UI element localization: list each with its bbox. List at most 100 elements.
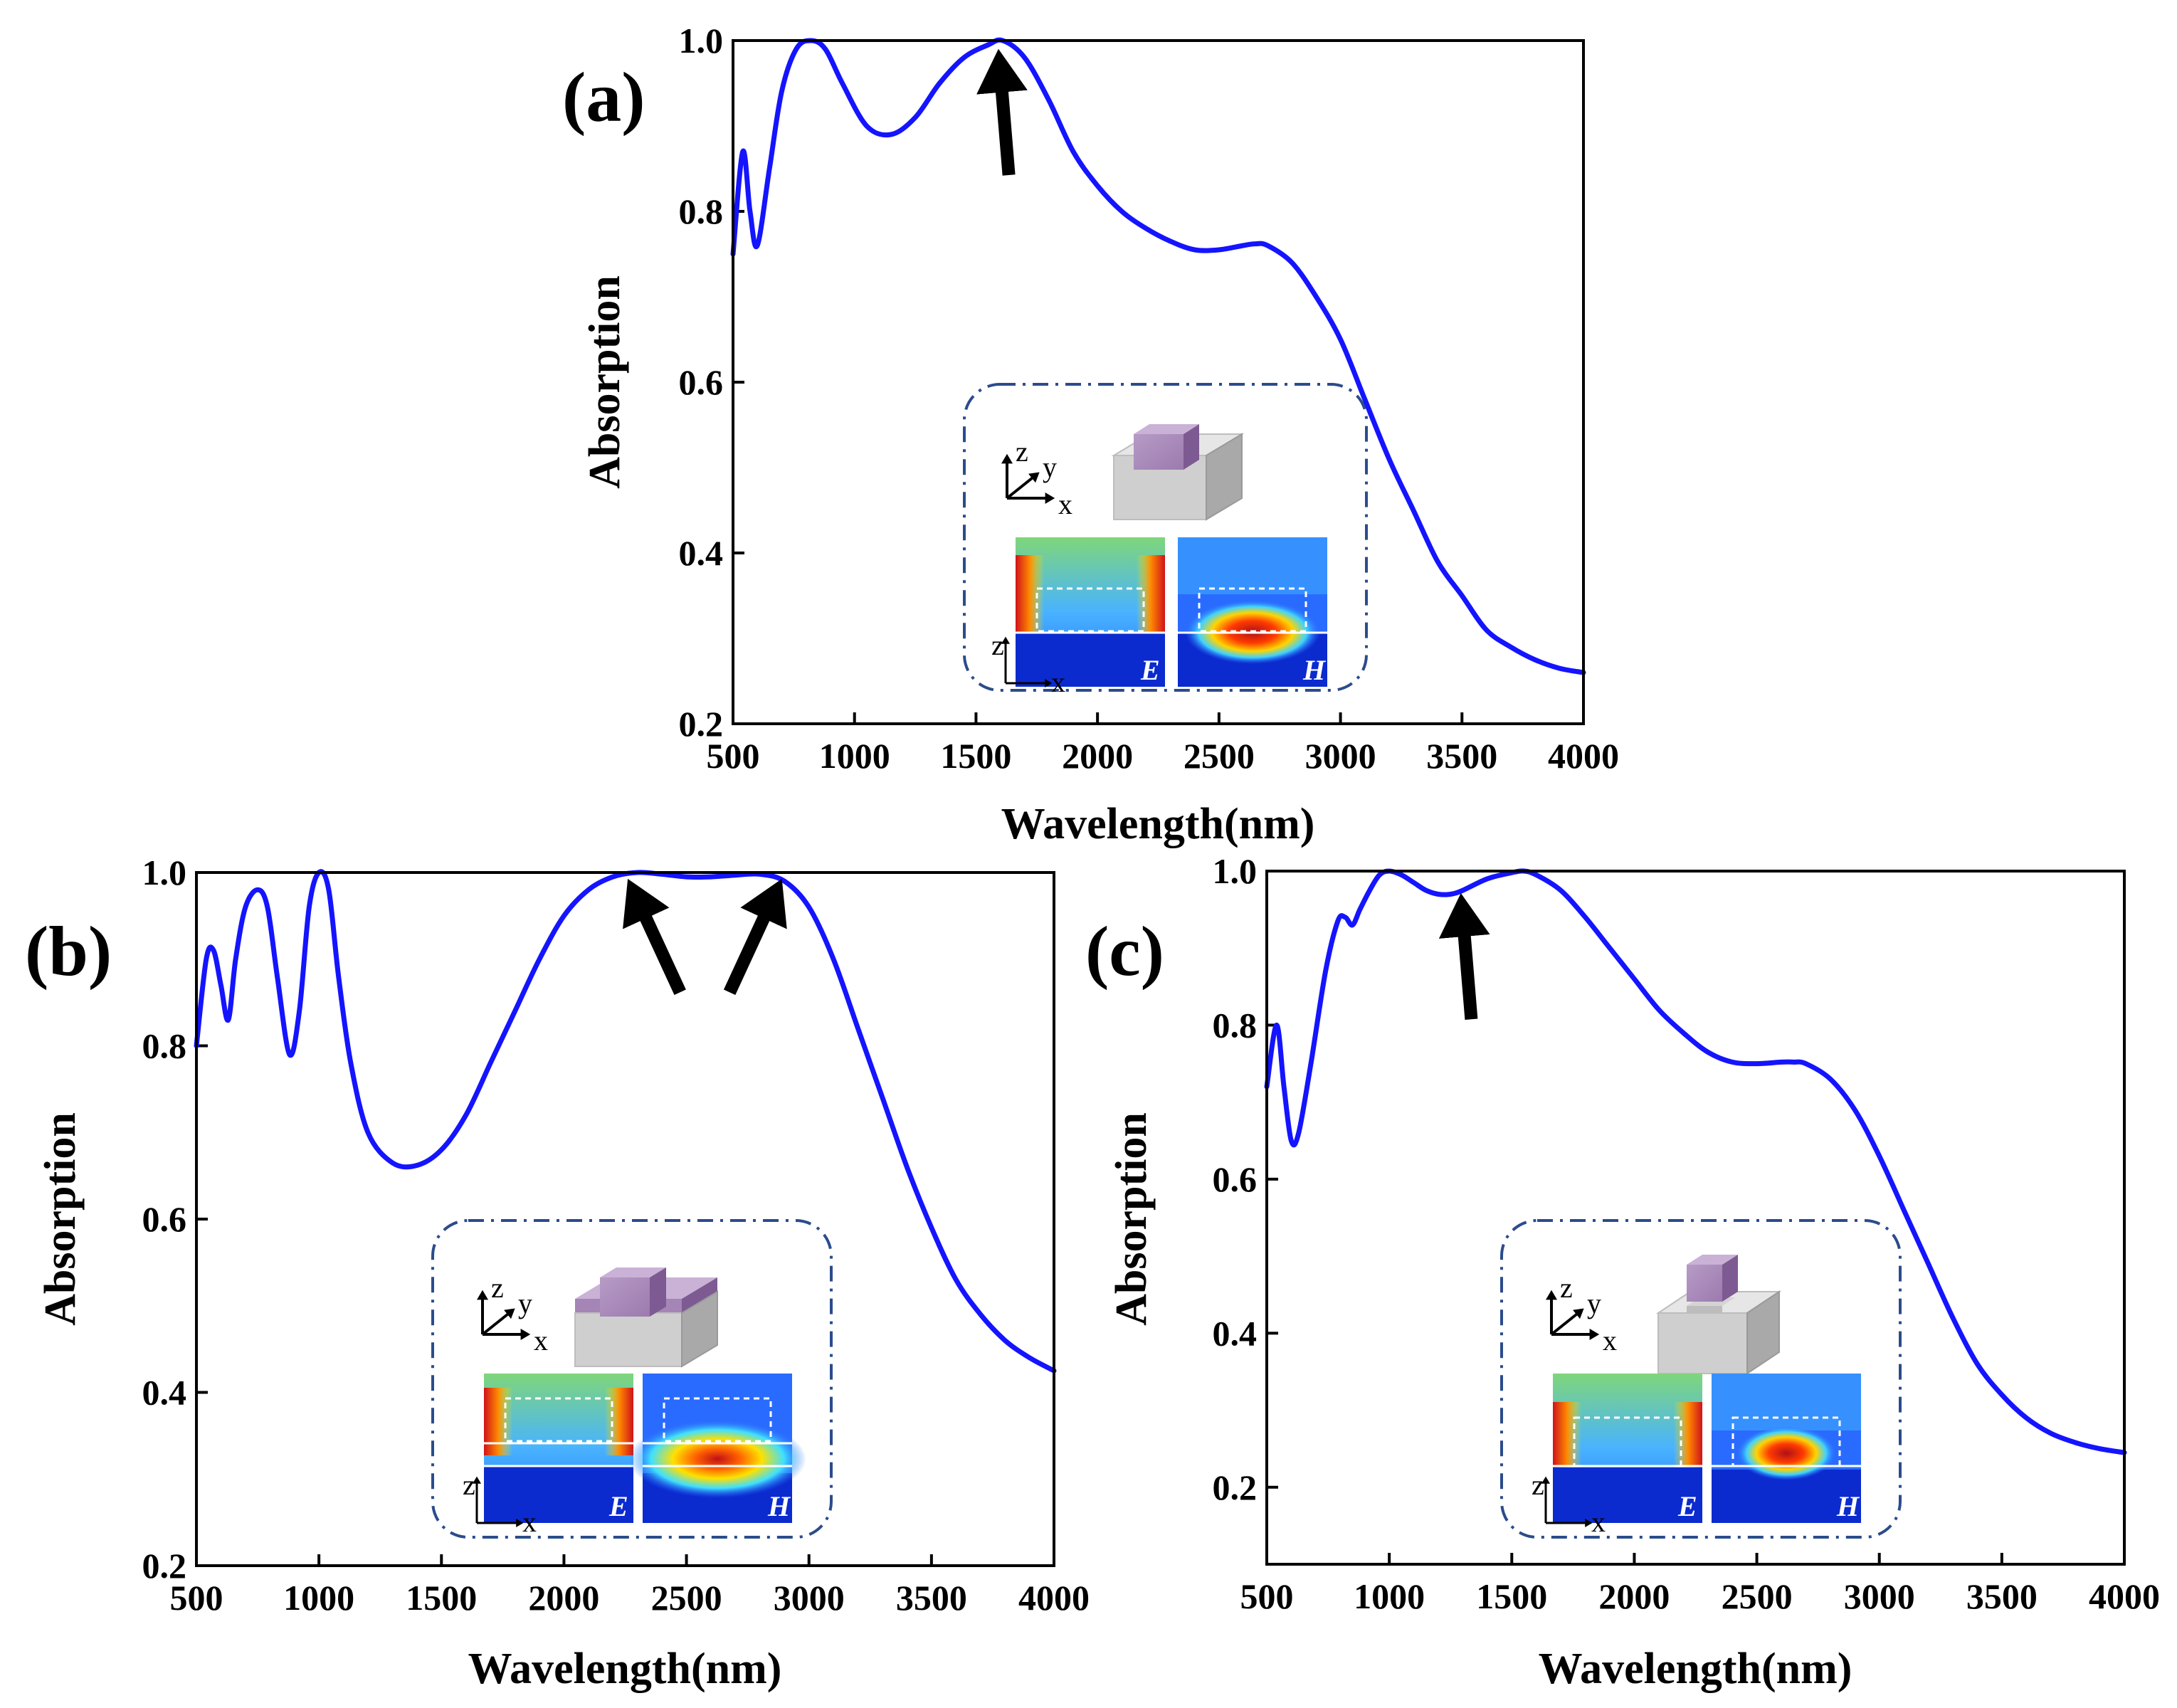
panel-b: (b) Absorption Wavelength(nm) 500 1000 150…: [25, 853, 1090, 1693]
h-field-map-b: H: [628, 1374, 806, 1523]
arrows-b: [623, 878, 787, 996]
x-tick-label-a-6: 3500: [1426, 736, 1497, 776]
inset-a: z y x E: [963, 383, 1368, 698]
panel-label-c: (c): [1085, 912, 1164, 991]
x-tick-label-c-2: 1500: [1476, 1576, 1547, 1616]
y-tick-label-a-3: 0.8: [679, 191, 724, 231]
structure-3d-icon-a: [1111, 424, 1245, 521]
plot-frame-b: [195, 871, 1055, 1567]
h-field-label-b: H: [767, 1490, 791, 1522]
axis-x-label-a: x: [1058, 488, 1072, 520]
arrows-a: [976, 48, 1028, 176]
ticks-c: 500 1000 1500 2000 2500 3000 3500 4000 0.2 0.4 0.6…: [1213, 851, 2161, 1616]
axis-z-label-a: z: [1016, 436, 1028, 468]
e-field-label-c: E: [1677, 1490, 1697, 1522]
plot-frame-a: [732, 39, 1585, 725]
annotation-arrow-c-0: [1438, 893, 1490, 1021]
axes-3d-icon-c: z y x: [1546, 1272, 1617, 1356]
x-tick-label-c-5: 3000: [1844, 1576, 1915, 1616]
y-tick-label-b-4: 1.0: [142, 853, 187, 892]
x-tick-label-a-2: 1500: [940, 736, 1011, 776]
absorption-curve-b: [194, 869, 1057, 1374]
x-axis-title-a: Wavelength(nm): [1001, 800, 1315, 848]
absorption-curve-c: [1264, 868, 2127, 1455]
y-tick-label-a-2: 0.6: [679, 362, 724, 402]
map-axis-x-label-a: x: [1051, 666, 1065, 698]
axis-x-label-c: x: [1603, 1324, 1617, 1356]
panel-c: (c) Absorption Wavelength(nm) 500 1000 150…: [1085, 851, 2160, 1693]
x-tick-label-b-7: 4000: [1018, 1578, 1090, 1618]
x-tick-label-a-5: 3000: [1305, 736, 1376, 776]
x-axis-title-b: Wavelength(nm): [468, 1645, 782, 1693]
ticks-b: 500 1000 1500 2000 2500 3000 3500 4000 0.2 0.4 0.6…: [142, 853, 1090, 1618]
x-tick-label-b-0: 500: [170, 1578, 223, 1618]
e-field-map-b: E z x: [463, 1374, 633, 1538]
x-tick-label-b-2: 1500: [406, 1578, 477, 1618]
x-tick-label-a-3: 2000: [1062, 736, 1133, 776]
x-tick-label-b-1: 1000: [283, 1578, 354, 1618]
x-tick-label-b-4: 2500: [651, 1578, 722, 1618]
x-tick-label-b-3: 2000: [528, 1578, 599, 1618]
x-tick-label-a-7: 4000: [1548, 736, 1619, 776]
y-tick-label-c-2: 0.6: [1213, 1159, 1258, 1199]
annotation-arrow-a-0: [976, 48, 1028, 176]
y-tick-label-a-0: 0.2: [679, 704, 724, 744]
y-tick-label-c-0: 0.2: [1213, 1467, 1258, 1507]
y-tick-label-b-3: 0.8: [142, 1026, 187, 1066]
axis-x-label-b: x: [534, 1324, 548, 1356]
absorption-curve-a: [730, 37, 1586, 675]
y-tick-label-a-4: 1.0: [679, 21, 724, 60]
x-axis-title-c: Wavelength(nm): [1539, 1645, 1852, 1693]
axes-3d-icon-b: z y x: [477, 1272, 548, 1356]
x-tick-label-b-5: 3000: [774, 1578, 845, 1618]
y-axis-title-a: Absorption: [581, 275, 629, 489]
annotation-arrow-b-1: [723, 878, 787, 996]
panel-a: (a) Absorption Wavelength(nm) 500 1000 150…: [562, 21, 1619, 848]
axis-y-label-b: y: [518, 1287, 532, 1319]
structure-3d-icon-c: [1655, 1255, 1782, 1375]
inset-b: z y x E: [431, 1219, 833, 1539]
axis-z-label-b: z: [491, 1272, 504, 1304]
h-field-label-a: H: [1302, 654, 1327, 686]
x-tick-label-c-6: 3500: [1966, 1576, 2038, 1616]
map-axis-z-label-a: z: [991, 629, 1004, 661]
e-field-map-c: E z x: [1532, 1374, 1702, 1538]
y-tick-label-c-1: 0.4: [1213, 1313, 1258, 1353]
axis-y-label-a: y: [1043, 451, 1057, 483]
axis-z-label-c: z: [1560, 1272, 1573, 1304]
x-tick-label-a-4: 2500: [1184, 736, 1255, 776]
x-tick-label-c-0: 500: [1240, 1576, 1294, 1616]
y-tick-label-b-1: 0.4: [142, 1373, 187, 1413]
x-tick-label-c-1: 1000: [1354, 1576, 1425, 1616]
annotation-arrow-b-0: [623, 878, 686, 996]
ticks-a: 500 1000 1500 2000 2500 3000 3500 4000 0.2 0.4 0.6…: [679, 21, 1620, 776]
y-tick-label-a-1: 0.4: [679, 533, 724, 573]
e-field-label-b: E: [608, 1490, 628, 1522]
inset-c: z y x E: [1500, 1219, 1902, 1539]
map-axis-z-label-b: z: [463, 1469, 475, 1501]
h-field-label-c: H: [1836, 1490, 1860, 1522]
map-axis-z-label-c: z: [1532, 1469, 1544, 1501]
panel-label-a: (a): [562, 58, 645, 137]
y-tick-label-b-2: 0.6: [142, 1199, 187, 1239]
plot-frame-c: [1265, 870, 2126, 1566]
y-axis-title-c: Absorption: [1107, 1112, 1156, 1326]
map-axis-x-label-b: x: [522, 1506, 537, 1538]
e-field-label-a: E: [1140, 654, 1160, 686]
x-tick-label-a-0: 500: [707, 736, 760, 776]
x-tick-label-c-3: 2000: [1598, 1576, 1670, 1616]
arrows-c: [1438, 893, 1490, 1021]
y-axis-title-b: Absorption: [36, 1112, 85, 1326]
h-field-map-c: H: [1712, 1374, 1861, 1523]
panel-label-b: (b): [25, 912, 112, 991]
map-axis-x-label-c: x: [1591, 1506, 1606, 1538]
y-tick-label-c-3: 0.8: [1213, 1005, 1258, 1045]
axis-y-label-c: y: [1587, 1287, 1601, 1319]
axes-3d-icon-a: z y x: [1001, 436, 1072, 520]
y-tick-label-b-0: 0.2: [142, 1546, 187, 1586]
x-tick-label-c-7: 4000: [2089, 1576, 2160, 1616]
y-tick-label-c-4: 1.0: [1213, 851, 1258, 891]
structure-3d-icon-b: [574, 1267, 718, 1368]
x-tick-label-c-4: 2500: [1722, 1576, 1793, 1616]
